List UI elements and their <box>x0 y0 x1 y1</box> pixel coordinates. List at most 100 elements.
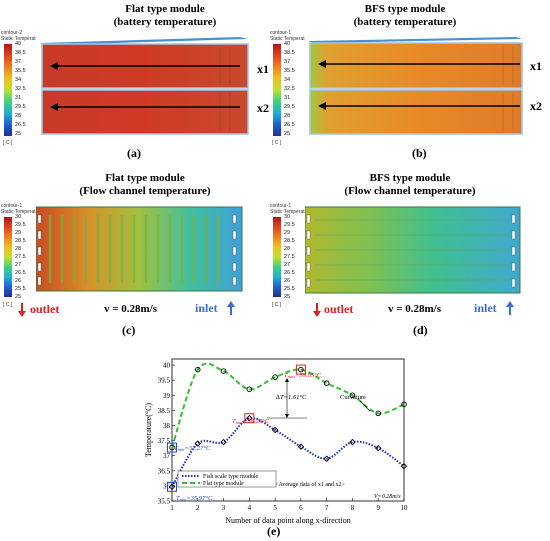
colorbar-tick: 28 <box>15 246 22 252</box>
data-point-flat <box>169 444 175 451</box>
colorbar-unit: [ C ] <box>272 302 282 308</box>
series-line-fish-scale <box>171 416 405 488</box>
colorbar-header: contour-1 <box>270 203 292 209</box>
data-point-flat <box>220 368 227 374</box>
x-tick-label: 2 <box>196 504 200 512</box>
panel-c-outlet-label: outlet <box>30 302 60 316</box>
y-tick-label: 36.5 <box>158 467 171 475</box>
data-point-fish-scale <box>194 440 202 447</box>
panel-a-title-line1: Flat type module <box>125 3 205 15</box>
x-tick-label: 10 <box>401 504 409 512</box>
data-point-fish-scale <box>220 438 227 446</box>
colorbar-tick: 29 <box>15 230 22 236</box>
panel-b-contour <box>308 37 523 135</box>
panel-b-title-line2: (battery temperature) <box>353 16 457 28</box>
colorbar-tick: 26.5 <box>284 270 295 276</box>
panel-a-x1-label: x1 <box>257 62 269 76</box>
panel-b-colorbar: contour-1 Static Temperat 40 38.5 37 35.… <box>270 30 310 146</box>
data-point-fish-scale <box>349 438 356 446</box>
colorbar-tick: 29.5 <box>284 222 295 228</box>
colorbar-gradient <box>4 44 12 136</box>
colorbar-tick: 27.5 <box>15 254 26 260</box>
legend-box <box>177 470 277 488</box>
panel-a-x2-label: x2 <box>257 101 269 115</box>
x-tick-label: 7 <box>325 504 329 512</box>
colorbar-tick: 26.5 <box>284 122 295 128</box>
x-axis-label: Number of data point along x-direction <box>225 516 351 525</box>
colorbar-tick: 25 <box>15 294 22 300</box>
panel-c-inlet-label: inlet <box>195 301 218 315</box>
colorbar-gradient <box>273 217 281 297</box>
y-tick-label: 38.5 <box>158 407 171 415</box>
colorbar-tick: 38.5 <box>284 50 295 56</box>
panel-d-contour <box>305 206 521 294</box>
colorbar-tick: 40 <box>284 41 291 47</box>
panel-c-contour <box>36 206 243 292</box>
annotation-sub: min <box>178 447 186 452</box>
y-axis-label: Temperature(°C) <box>144 403 153 458</box>
x-tick-label: 3 <box>222 504 226 512</box>
colorbar-tick: 28 <box>15 113 22 119</box>
colorbar-tick: 35.5 <box>284 68 295 74</box>
panel-d-label: (d) <box>413 323 428 337</box>
highlight-box-flat-max <box>295 364 306 375</box>
panel-a-colorbar: contour-2 Static Temperat 40 38.5 37 35.… <box>1 30 41 146</box>
colorbar-tick: 26.5 <box>15 270 26 276</box>
colorbar-tick: 32.5 <box>15 86 26 92</box>
annotation-curvature: Curvature <box>340 394 366 401</box>
panel-b-title-line1: BFS type module <box>364 3 446 15</box>
panel-d-velocity: v = 0.28m/s <box>388 303 442 315</box>
colorbar-tick: 26 <box>284 278 291 284</box>
highlight-box-fish-max <box>244 413 255 424</box>
panel-d-outlet-label: outlet <box>324 302 354 316</box>
colorbar-tick: 27 <box>284 262 291 268</box>
data-point-flat <box>272 374 278 380</box>
data-point-flat <box>195 366 201 373</box>
x-tick-label: 6 <box>299 504 303 512</box>
panel-a-contour <box>40 37 249 135</box>
colorbar-tick: 27 <box>15 262 22 268</box>
data-point-fish-scale <box>271 426 279 434</box>
data-point-flat <box>323 380 330 386</box>
panel-a-title-line2: (battery temperature) <box>113 16 217 28</box>
panel-d-title-line2: (Flow channel temperature) <box>344 185 476 197</box>
y-tick-label: 40 <box>163 362 171 370</box>
annotation-sub: max <box>236 420 244 425</box>
colorbar-tick: 32.5 <box>284 86 295 92</box>
annotation-value: =35.97°C <box>186 495 213 502</box>
colorbar-tick: 34 <box>15 77 22 83</box>
colorbar-tick: 28 <box>284 113 291 119</box>
panel-c-title-line1: Flat type module <box>105 172 185 184</box>
annotation-delta: ∆T=1.61°C <box>276 394 307 401</box>
colorbar-header: contour-2 <box>1 30 23 36</box>
inlet-arrow-icon <box>227 301 235 315</box>
annotation-sub: max <box>288 374 296 379</box>
data-point-fish-scale <box>297 443 305 450</box>
colorbar-tick: 29.5 <box>15 104 26 110</box>
colorbar-header: Static Temperat <box>270 36 305 42</box>
highlight-box-fish-min <box>167 481 177 492</box>
highlight-box-flat-min <box>167 442 177 453</box>
colorbar-tick: 26 <box>15 278 22 284</box>
x-tick-label: 5 <box>273 504 277 512</box>
annotation-tmin-flat: Tmin=37.27°C <box>174 445 211 452</box>
y-tick-label: 37.5 <box>158 437 171 445</box>
colorbar-gradient <box>273 44 281 136</box>
y-tick-label: 38 <box>163 422 171 430</box>
panel-c-velocity: v = 0.28m/s <box>104 303 158 315</box>
annotation-value: =37.27°C <box>184 445 211 452</box>
colorbar-tick: 28 <box>284 246 291 252</box>
y-tick-label: 39 <box>163 392 171 400</box>
annotation-t: T <box>284 372 288 379</box>
panel-b-label: (b) <box>412 146 427 160</box>
data-point-flat <box>349 392 356 399</box>
panel-d-inlet-label: inlet <box>474 301 497 315</box>
colorbar-tick: 27.5 <box>284 254 295 260</box>
panel-c-label: (c) <box>122 323 136 337</box>
colorbar-tick: 37 <box>15 59 22 65</box>
annotation-tmin-fish: Tmin=35.97°C <box>176 495 213 502</box>
colorbar-tick: 25 <box>284 294 291 300</box>
data-point-flat <box>298 366 304 373</box>
data-point-fish-scale <box>374 444 382 452</box>
data-point-fish-scale <box>323 455 330 462</box>
